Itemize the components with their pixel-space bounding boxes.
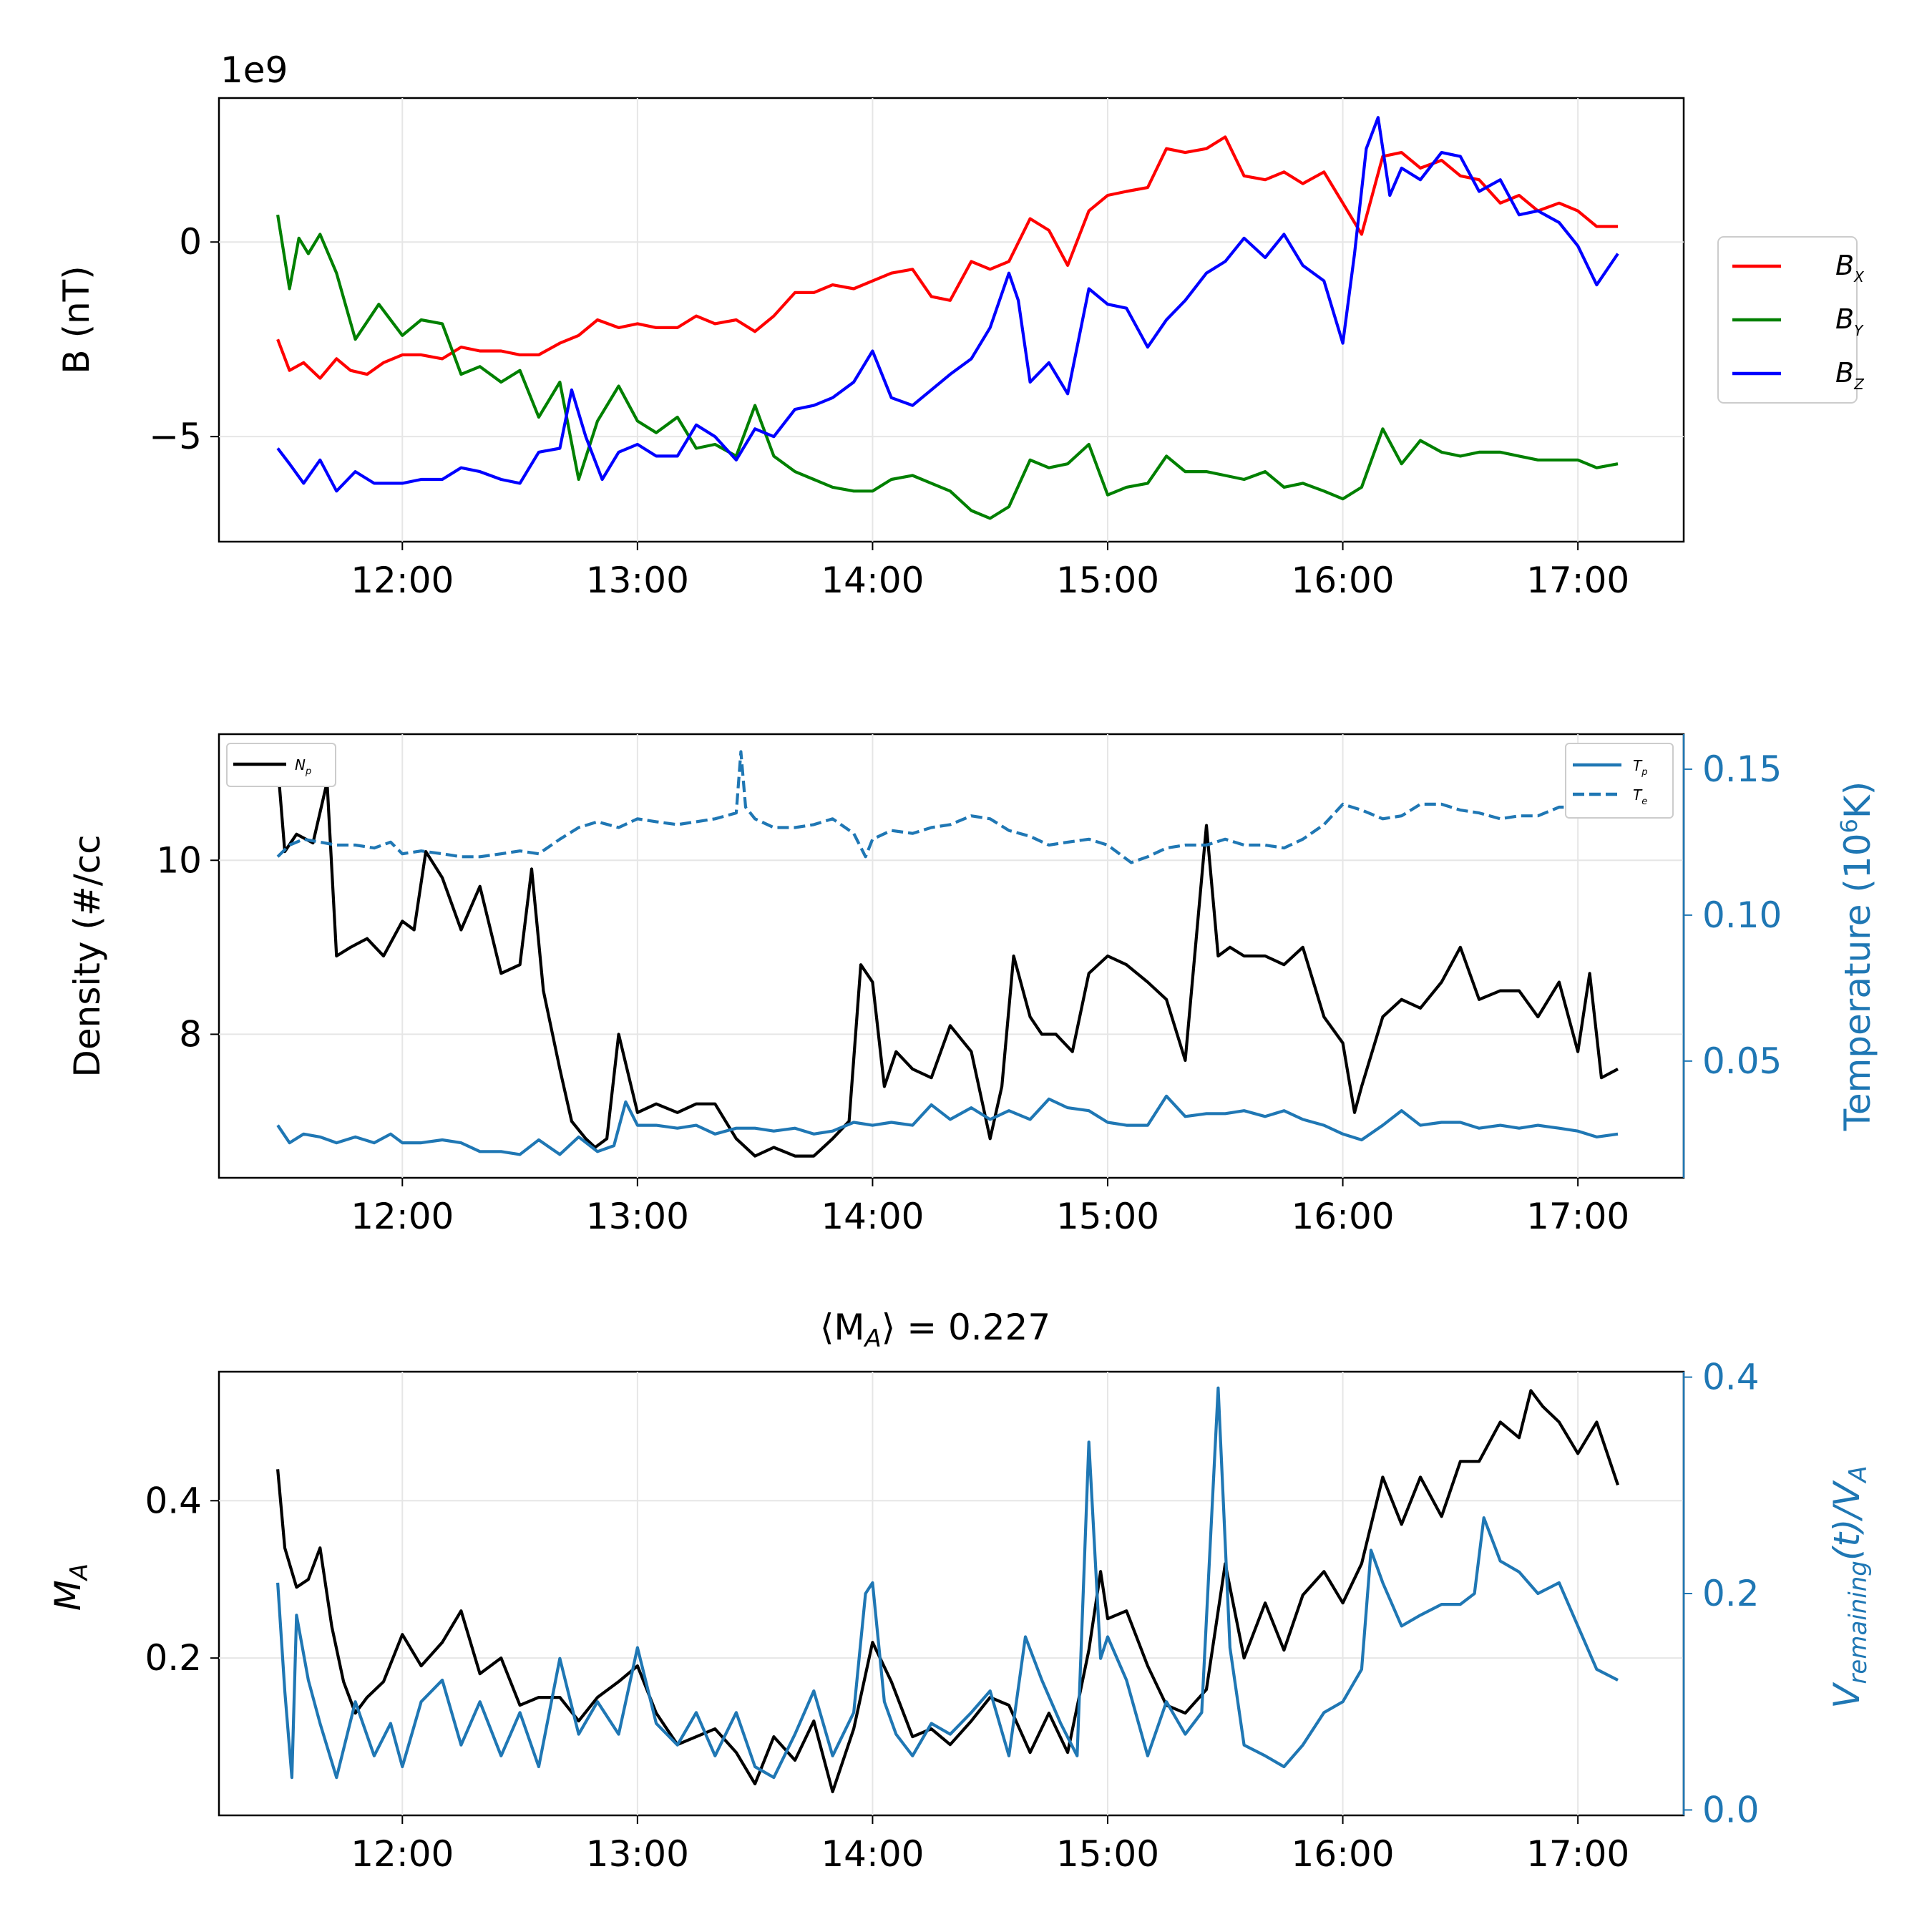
legend: BX BY BZ <box>1717 236 1865 404</box>
series-np <box>276 764 1619 1158</box>
axes-frame <box>218 97 1685 543</box>
legend-temperature: Tp Te <box>1565 743 1674 819</box>
y-ticks: 0.4 0.2 <box>145 1480 219 1679</box>
gridlines <box>219 1372 1684 1815</box>
y-tick-label-right: 0.0 <box>1702 1789 1760 1830</box>
y-tick-label-right: 0.4 <box>1702 1357 1760 1398</box>
series-bx <box>276 135 1618 380</box>
y-axis-label-right: Vremaining(t)/VA <box>1826 1465 1873 1709</box>
y-tick-label: 0.2 <box>145 1637 202 1679</box>
y-axis-label: Density (#/cc <box>67 834 108 1077</box>
series-vrem <box>276 1386 1619 1780</box>
series-group <box>276 116 1619 520</box>
y-tick-label: 0.4 <box>145 1480 202 1521</box>
series-by <box>276 214 1619 520</box>
y-axis-label: B (nT) <box>56 265 97 374</box>
y-tick-label-right: 0.2 <box>1702 1573 1760 1614</box>
y-tick-label-right: 0.05 <box>1702 1040 1782 1082</box>
x-tick-label: 17:00 <box>1526 1196 1629 1237</box>
x-tick-label: 13:00 <box>586 560 689 601</box>
x-tick-label: 13:00 <box>586 1196 689 1237</box>
series-tp <box>276 1094 1619 1156</box>
x-tick-label: 16:00 <box>1292 1833 1395 1875</box>
series-group <box>276 750 1619 1158</box>
x-tick-label: 14:00 <box>821 1196 924 1237</box>
gridlines <box>219 734 1684 1178</box>
x-tick-label: 12:00 <box>351 1196 454 1237</box>
y-tick-label-right: 0.10 <box>1702 894 1782 936</box>
x-tick-label: 14:00 <box>821 560 924 601</box>
y-tick-label: 10 <box>156 839 202 881</box>
y-tick-label-right: 0.15 <box>1702 748 1782 790</box>
gridlines <box>219 98 1684 542</box>
y-tick-label: 8 <box>179 1013 202 1055</box>
x-tick-label: 15:00 <box>1056 1833 1159 1875</box>
series-te <box>276 750 1619 864</box>
y-axis-label: MA <box>47 1563 94 1611</box>
y-axis-label-right: Temperature (106K) <box>1835 781 1878 1131</box>
axes-frame <box>218 1370 1685 1817</box>
x-tick-label: 17:00 <box>1526 560 1629 601</box>
legend-box <box>1565 743 1674 819</box>
x-tick-label: 15:00 <box>1056 1196 1159 1237</box>
series-group <box>276 1386 1619 1794</box>
y-ticks-right: 0.15 0.10 0.05 <box>1682 734 1782 1178</box>
x-tick-label: 16:00 <box>1292 560 1395 601</box>
series-bz <box>276 116 1619 493</box>
legend-by: BY <box>1835 303 1864 339</box>
x-ticks: 12:00 13:00 14:00 15:00 16:00 17:00 <box>351 1815 1629 1875</box>
y-ticks: 0 −5 <box>149 221 219 457</box>
x-tick-label: 15:00 <box>1056 560 1159 601</box>
legend-bx: BX <box>1835 250 1865 286</box>
x-tick-label: 16:00 <box>1292 1196 1395 1237</box>
x-tick-label: 13:00 <box>586 1833 689 1875</box>
panel-density-temperature: 12:00 13:00 14:00 15:00 16:00 17:00 108 0.150… <box>67 733 1878 1237</box>
offset-label: 1e9 <box>220 49 288 91</box>
panel-mach: 12:00 13:00 14:00 15:00 16:00 17:00 0.4 0.2 0.… <box>47 1307 1873 1875</box>
x-ticks: 12:00 13:00 14:00 15:00 16:00 17:00 <box>351 1178 1629 1237</box>
legend-bz: BZ <box>1835 357 1865 393</box>
y-ticks: 10 8 <box>156 839 219 1055</box>
chart-title: ⟨MA⟩ = 0.227 <box>820 1307 1050 1353</box>
y-ticks-right: 0.4 0.2 0.0 <box>1682 1357 1760 1830</box>
x-tick-label: 14:00 <box>821 1833 924 1875</box>
series-ma <box>276 1389 1619 1794</box>
legend-density: Np <box>226 743 336 787</box>
panel-magnetic-field: 12:00 13:00 14:00 15:00 16:00 17:00 0 −5 1e9 B… <box>56 49 1865 601</box>
x-ticks: 12:00 13:00 14:00 15:00 16:00 17:00 <box>351 542 1629 601</box>
y-tick-label: −5 <box>149 416 202 457</box>
x-tick-label: 12:00 <box>351 1833 454 1875</box>
y-tick-label: 0 <box>179 221 202 263</box>
legend-box <box>1717 236 1858 404</box>
x-tick-label: 12:00 <box>351 560 454 601</box>
x-tick-label: 17:00 <box>1526 1833 1629 1875</box>
